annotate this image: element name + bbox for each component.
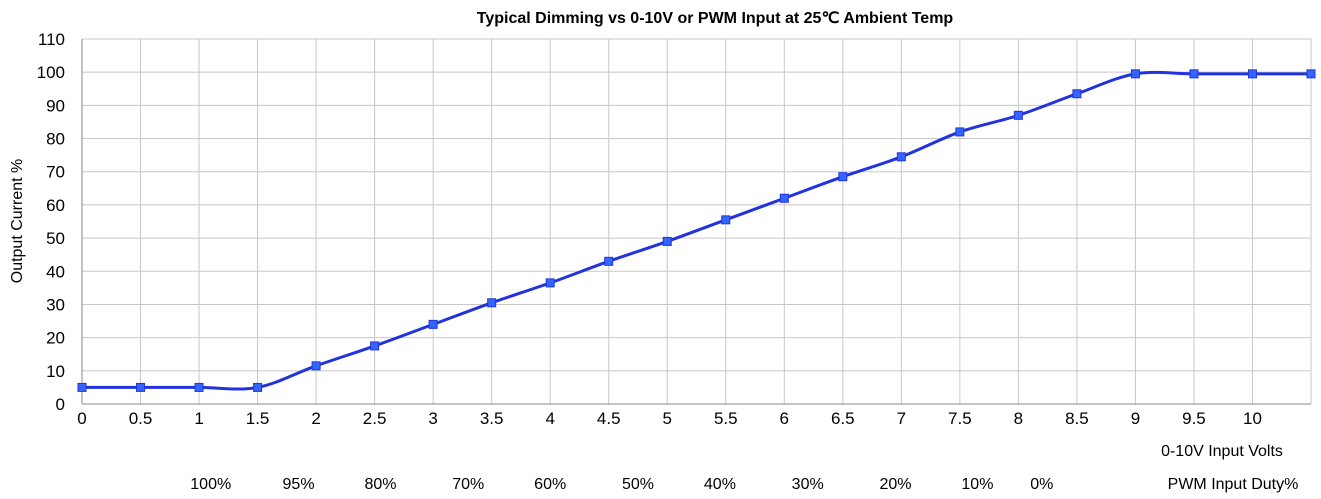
y-tick-label: 90 — [46, 96, 65, 115]
pwm-axis-label: PWM Input Duty% — [1168, 476, 1299, 493]
grid — [81, 38, 1312, 405]
pwm-tick-label: 0% — [1030, 476, 1053, 493]
chart-title: Typical Dimming vs 0-10V or PWM Input at… — [477, 10, 954, 27]
labels: Typical Dimming vs 0-10V or PWM Input at… — [9, 10, 1298, 493]
data-point — [370, 341, 380, 351]
series-line — [81, 70, 1311, 391]
x-tick-label: 4 — [545, 409, 554, 428]
data-point — [1013, 110, 1023, 120]
data-point — [1306, 69, 1316, 79]
pwm-tick-label: 100% — [190, 476, 231, 493]
x-tick-label: 7 — [897, 409, 906, 428]
y-tick-label: 10 — [46, 362, 65, 381]
data-point — [311, 361, 321, 371]
data-point — [1247, 69, 1257, 79]
x-tick-label: 0.5 — [129, 409, 153, 428]
data-point — [896, 152, 906, 162]
pwm-tick-label: 20% — [879, 476, 911, 493]
data-point — [545, 278, 555, 288]
data-point — [253, 382, 263, 392]
data-point — [487, 298, 497, 308]
x-tick-label: 6 — [780, 409, 789, 428]
pwm-tick-label: 95% — [283, 476, 315, 493]
data-point — [194, 382, 204, 392]
data-point — [721, 215, 731, 225]
y-tick-label: 40 — [46, 262, 65, 281]
data-point — [77, 382, 87, 392]
pwm-tick-label: 40% — [704, 476, 736, 493]
pwm-tick-label: 80% — [364, 476, 396, 493]
x-tick-label: 5 — [663, 409, 672, 428]
data-point — [955, 127, 965, 137]
x-tick-label: 7.5 — [948, 409, 972, 428]
y-tick-label: 30 — [46, 295, 65, 314]
data-point — [136, 382, 146, 392]
x-tick-label: 9.5 — [1182, 409, 1206, 428]
y-tick-label: 110 — [38, 30, 65, 49]
data-point — [1189, 69, 1199, 79]
y-tick-label: 50 — [46, 229, 65, 248]
x-tick-label: 1.5 — [246, 409, 270, 428]
x-tick-label: 10 — [1243, 409, 1262, 428]
x-tick-label: 5.5 — [714, 409, 738, 428]
x-tick-label: 2 — [311, 409, 320, 428]
y-tick-label: 80 — [46, 130, 65, 149]
y-tick-label: 100 — [37, 63, 65, 82]
x-tick-label: 8.5 — [1065, 409, 1089, 428]
x-tick-label: 9 — [1131, 409, 1140, 428]
pwm-tick-label: 30% — [792, 476, 824, 493]
data-series — [77, 69, 1316, 392]
data-point — [604, 256, 614, 266]
y-axis-label: Output Current % — [9, 159, 26, 284]
y-tick-label: 60 — [46, 196, 65, 215]
pwm-tick-label: 70% — [452, 476, 484, 493]
pwm-tick-label: 10% — [961, 476, 993, 493]
x-tick-label: 8 — [1014, 409, 1023, 428]
x-axis-label: 0-10V Input Volts — [1161, 443, 1283, 460]
x-tick-label: 3 — [428, 409, 437, 428]
axes — [81, 39, 1311, 405]
pwm-tick-label: 60% — [534, 476, 566, 493]
y-tick-label: 0 — [56, 395, 65, 414]
data-point — [428, 319, 438, 329]
x-tick-label: 3.5 — [480, 409, 504, 428]
data-point — [662, 236, 672, 246]
x-tick-label: 0 — [77, 409, 86, 428]
y-tick-label: 70 — [46, 163, 65, 182]
y-tick-label: 20 — [46, 329, 65, 348]
pwm-tick-label: 50% — [622, 476, 654, 493]
x-tick-label: 1 — [194, 409, 203, 428]
data-point — [838, 172, 848, 182]
x-tick-label: 4.5 — [597, 409, 621, 428]
x-tick-label: 6.5 — [831, 409, 855, 428]
data-point — [1130, 69, 1140, 79]
data-point — [779, 193, 789, 203]
data-point — [1072, 89, 1082, 99]
x-tick-label: 2.5 — [363, 409, 387, 428]
